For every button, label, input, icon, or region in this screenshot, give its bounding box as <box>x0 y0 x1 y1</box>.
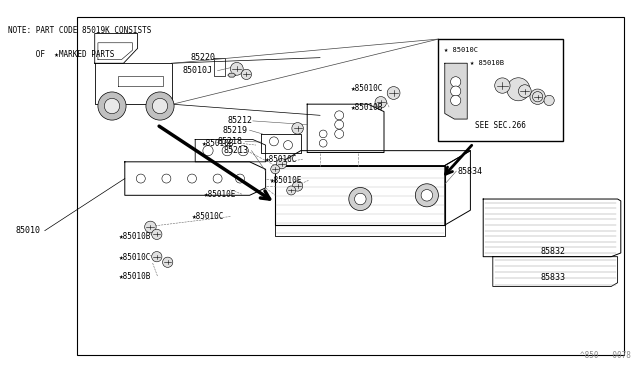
Text: ★85010B: ★85010B <box>119 232 152 241</box>
Circle shape <box>269 137 278 146</box>
Circle shape <box>241 69 252 80</box>
Bar <box>77 17 624 355</box>
Text: ★85010C: ★85010C <box>351 84 383 93</box>
Text: 85010J: 85010J <box>182 66 212 75</box>
Circle shape <box>451 77 461 87</box>
Circle shape <box>284 141 292 150</box>
Circle shape <box>319 130 327 138</box>
Text: SEE SEC.266: SEE SEC.266 <box>475 121 526 130</box>
Circle shape <box>145 221 156 232</box>
Circle shape <box>152 229 162 240</box>
Text: ★85010B: ★85010B <box>202 139 234 148</box>
Circle shape <box>104 98 120 114</box>
Circle shape <box>387 87 400 99</box>
Text: ★85010C: ★85010C <box>264 155 297 164</box>
Text: 85832: 85832 <box>541 247 566 256</box>
Text: ★85010C: ★85010C <box>192 212 225 221</box>
Circle shape <box>222 145 232 156</box>
Circle shape <box>451 86 461 96</box>
Text: ★85010B: ★85010B <box>351 103 383 112</box>
Circle shape <box>355 193 366 205</box>
Circle shape <box>319 140 327 147</box>
Polygon shape <box>95 63 172 104</box>
Circle shape <box>203 145 213 156</box>
Polygon shape <box>261 134 301 153</box>
Text: 85219: 85219 <box>223 126 248 135</box>
Circle shape <box>421 190 433 201</box>
Circle shape <box>375 97 387 108</box>
Text: 85213: 85213 <box>224 146 249 155</box>
Circle shape <box>238 145 248 156</box>
Polygon shape <box>493 257 618 286</box>
Polygon shape <box>125 162 266 195</box>
Circle shape <box>287 186 296 195</box>
Circle shape <box>136 174 145 183</box>
Text: ★85010B: ★85010B <box>119 272 152 280</box>
Text: ★ 85010C: ★ 85010C <box>444 47 477 53</box>
Circle shape <box>349 187 372 211</box>
Circle shape <box>163 257 173 267</box>
Circle shape <box>495 78 510 93</box>
Circle shape <box>162 174 171 183</box>
Text: NOTE: PART CODE 85019K CONSISTS: NOTE: PART CODE 85019K CONSISTS <box>8 26 152 35</box>
Circle shape <box>146 92 174 120</box>
Text: 85833: 85833 <box>541 273 566 282</box>
Polygon shape <box>275 166 445 225</box>
Polygon shape <box>275 151 470 166</box>
Text: 85218: 85218 <box>218 137 243 146</box>
Bar <box>438 39 563 141</box>
Circle shape <box>518 85 531 97</box>
Circle shape <box>451 95 461 106</box>
Text: 85220: 85220 <box>190 53 215 62</box>
Circle shape <box>292 181 303 191</box>
Circle shape <box>152 251 162 262</box>
Circle shape <box>213 174 222 183</box>
Text: 85834: 85834 <box>458 167 483 176</box>
Circle shape <box>335 129 344 138</box>
Text: ★85010E: ★85010E <box>204 190 236 199</box>
Text: OF  ★MARKED PARTS: OF ★MARKED PARTS <box>8 50 115 59</box>
Circle shape <box>532 92 543 102</box>
Circle shape <box>544 95 554 106</box>
Text: 85010: 85010 <box>16 226 41 235</box>
Polygon shape <box>118 76 163 86</box>
Circle shape <box>98 92 126 120</box>
Circle shape <box>276 158 287 169</box>
Circle shape <box>230 62 243 75</box>
Polygon shape <box>95 33 138 63</box>
Circle shape <box>236 174 244 183</box>
Text: ★ 85010B: ★ 85010B <box>470 60 504 66</box>
Polygon shape <box>195 140 266 162</box>
Text: 85212: 85212 <box>227 116 252 125</box>
Polygon shape <box>228 73 236 77</box>
Circle shape <box>188 174 196 183</box>
Circle shape <box>530 89 545 105</box>
Circle shape <box>335 111 344 120</box>
Polygon shape <box>98 43 132 60</box>
Circle shape <box>292 123 303 134</box>
Circle shape <box>152 98 168 114</box>
Text: ★85010E: ★85010E <box>270 176 303 185</box>
Polygon shape <box>307 104 384 153</box>
Circle shape <box>335 120 344 129</box>
Polygon shape <box>275 225 445 236</box>
Text: ★85010C: ★85010C <box>119 253 152 262</box>
Polygon shape <box>214 58 225 76</box>
Polygon shape <box>483 199 621 257</box>
Circle shape <box>507 78 530 101</box>
Polygon shape <box>445 63 467 119</box>
Circle shape <box>271 165 280 174</box>
Polygon shape <box>445 151 470 225</box>
Text: ^850   0078: ^850 0078 <box>580 351 630 360</box>
Circle shape <box>415 184 438 207</box>
